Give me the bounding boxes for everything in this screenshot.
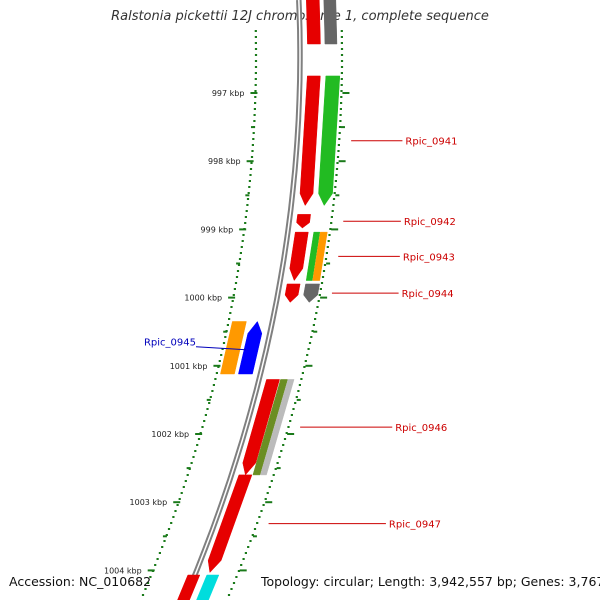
tick-label: 999 kbp	[201, 225, 234, 234]
gene-label-rpic-0941[interactable]: Rpic_0941	[405, 137, 457, 148]
tick-label: 997 kbp	[212, 89, 245, 98]
tick-label: 1001 kbp	[170, 362, 208, 371]
tick-label: 1000 kbp	[184, 294, 222, 303]
accession-label: Accession: NC_010682	[9, 574, 152, 589]
cds-arrow-rpic-0942[interactable]	[296, 214, 311, 229]
gene-leader-line	[195, 346, 247, 351]
cds-forward-partial[interactable]	[177, 574, 201, 600]
gene-label-rpic-0942[interactable]: Rpic_0942	[404, 217, 456, 228]
cds-arrow-rpic-0941[interactable]	[299, 75, 321, 207]
cog-feature-rpic-0943[interactable]	[305, 231, 321, 281]
cds-arrow-rpic-0944[interactable]	[284, 283, 301, 303]
tick-label: 1002 kbp	[151, 430, 189, 439]
cog-feature-partial[interactable]	[196, 574, 220, 600]
cds-forward-partial[interactable]	[306, 0, 321, 45]
ruler-left	[139, 30, 258, 600]
cds-arrow-rpic-0943[interactable]	[289, 231, 309, 282]
tick-label: 1004 kbp	[104, 566, 142, 575]
gene-labels: Rpic_0941 Rpic_0942 Rpic_0943 Rpic_0944 Rpic…	[144, 137, 457, 531]
ruler-right	[225, 30, 344, 600]
tick-label: 1003 kbp	[130, 498, 168, 507]
gene-label-rpic-0944[interactable]: Rpic_0944	[402, 289, 454, 300]
gene-label-rpic-0947[interactable]: Rpic_0947	[389, 520, 441, 531]
cog-feature-rpic-0946[interactable]	[260, 379, 295, 476]
gene-label-rpic-0945[interactable]: Rpic_0945	[144, 338, 196, 349]
gene-label-rpic-0946[interactable]: Rpic_0946	[395, 423, 447, 434]
cog-feature-partial[interactable]	[323, 0, 338, 45]
sequence-backbone-inner	[183, 0, 301, 600]
ruler: 997 kbp 998 kbp 999 kbp 1000 kbp 1001 kbp 100…	[104, 30, 350, 600]
tick-label: 998 kbp	[208, 157, 241, 166]
cds-arrow-rpic-0945[interactable]	[238, 320, 263, 375]
topology-summary: Topology: circular; Length: 3,942,557 bp…	[261, 574, 600, 589]
cds-arrow-rpic-0947[interactable]	[207, 474, 253, 573]
cog-feature-rpic-0941[interactable]	[318, 75, 341, 207]
cog-feature-rpic-0945[interactable]	[220, 321, 247, 375]
cog-feature-rpic-0944[interactable]	[303, 283, 320, 303]
cog-feature-rpic-0943[interactable]	[312, 231, 328, 281]
cog-feature-rpic-0946[interactable]	[252, 379, 288, 476]
gene-label-rpic-0943[interactable]: Rpic_0943	[403, 252, 455, 263]
feature-tracks	[177, 0, 341, 600]
cds-arrow-rpic-0946[interactable]	[242, 379, 280, 476]
